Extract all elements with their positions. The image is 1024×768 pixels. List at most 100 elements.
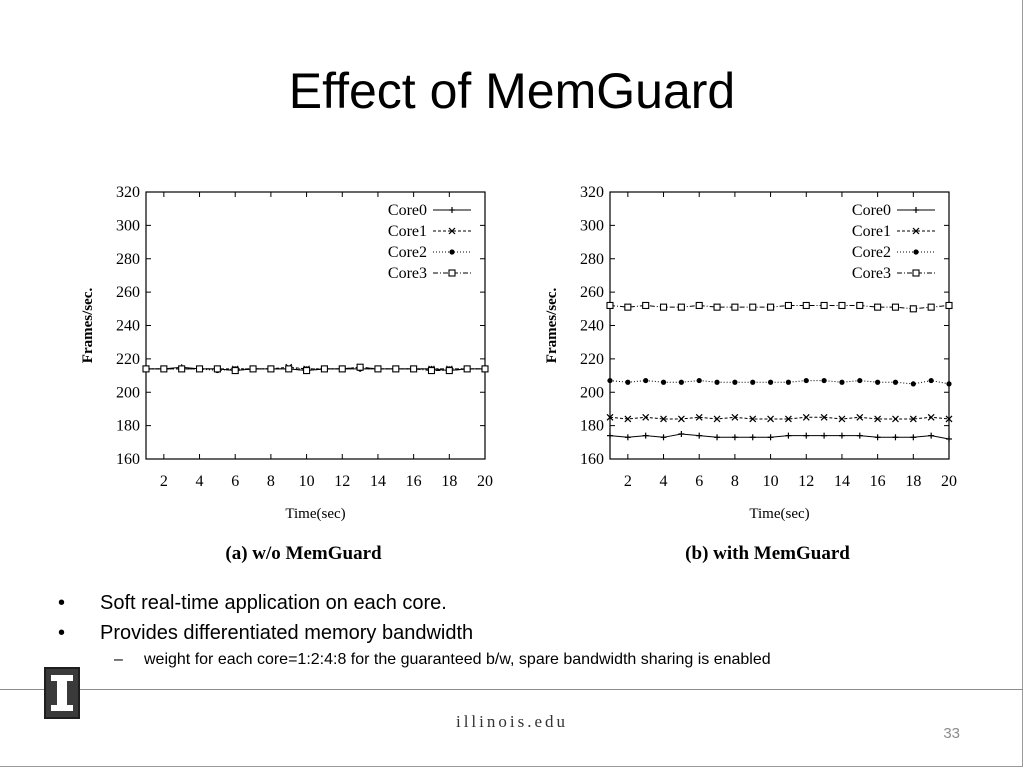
chart-caption: (b) with MemGuard (685, 543, 850, 564)
x-tick-label: 12 (334, 473, 350, 490)
legend-label: Core1 (388, 223, 427, 240)
x-tick-label: 6 (231, 473, 239, 490)
data-point-core3 (802, 301, 810, 310)
x-axis-label: Time(sec) (285, 506, 345, 522)
data-point-core2 (678, 379, 684, 385)
data-point-core0 (910, 434, 917, 441)
x-tick-label: 4 (196, 473, 204, 490)
data-point-core0 (946, 435, 952, 442)
x-tick-label: 10 (763, 473, 779, 490)
data-point-core3 (695, 301, 703, 310)
data-point-core3 (481, 365, 489, 373)
data-point-core3 (410, 365, 418, 373)
bullet-symbol: • (58, 592, 66, 614)
x-tick-label: 6 (695, 473, 703, 490)
legend-label: Core0 (388, 202, 427, 219)
legend-label: Core2 (388, 244, 427, 261)
x-tick-label: 16 (406, 473, 422, 490)
data-point-core1 (820, 413, 828, 421)
data-point-core0 (821, 432, 828, 439)
data-point-core1 (749, 415, 757, 423)
y-tick-label: 280 (116, 251, 140, 268)
illinois-block-i-logo-icon (44, 667, 80, 719)
plot-frame (145, 191, 486, 460)
x-tick-label: 10 (299, 473, 315, 490)
series-line-core1 (609, 416, 950, 420)
x-tick-label: 4 (660, 473, 668, 490)
data-point-core2 (732, 379, 738, 385)
legend-marker (448, 227, 456, 235)
legend-label: Core2 (852, 244, 891, 261)
data-point-core2 (767, 379, 774, 385)
bullet-text: Provides differentiated memory bandwidth (100, 622, 474, 644)
data-point-core3 (713, 303, 721, 311)
data-point-core3 (659, 303, 668, 311)
footer-divider (0, 689, 1023, 690)
y-tick-label: 300 (580, 217, 604, 234)
data-point-core3 (463, 365, 471, 373)
data-point-core3 (303, 367, 311, 375)
bullet-list: • Soft real-time application on each cor… (58, 588, 771, 672)
bullet-item: • Soft real-time application on each cor… (58, 588, 771, 618)
x-tick-label: 18 (441, 473, 457, 490)
data-point-core3 (338, 365, 346, 373)
data-point-core2 (946, 381, 952, 387)
x-tick-label: 8 (267, 473, 275, 490)
legend-marker (449, 207, 455, 213)
y-tick-label: 220 (580, 351, 604, 368)
data-point-core0 (607, 432, 613, 439)
data-point-core3 (392, 365, 400, 373)
y-tick-label: 180 (116, 418, 140, 435)
y-axis-label: Frames/sec. (544, 288, 560, 364)
data-point-core0 (696, 432, 703, 439)
chart-with-memguard: 160 180 200 220 240 260 280 300 320 2 4 6 8 10 12 14 16 1… (534, 178, 1004, 578)
data-point-core1 (642, 413, 650, 421)
legend-label: Core0 (852, 202, 891, 219)
y-tick-label: 160 (116, 451, 140, 468)
chart-without-memguard: 160 180 200 220 240 260 280 300 320 2 4 6 8 10 12 14 16 1… (70, 178, 540, 578)
data-point-core2 (785, 379, 792, 385)
data-point-core3 (267, 365, 275, 373)
data-point-core1 (624, 415, 632, 423)
data-point-core2 (643, 377, 649, 384)
data-point-core3 (285, 365, 293, 373)
y-tick-label: 240 (116, 318, 140, 335)
x-tick-label: 18 (905, 473, 921, 490)
chart-svg-a: 160 180 200 220 240 260 280 300 320 2 4 6 8 10 12 14 16 1… (80, 184, 493, 564)
data-point-core0 (714, 434, 721, 441)
x-tick-label: 2 (160, 473, 168, 490)
data-point-core1 (874, 415, 882, 423)
data-point-core0 (856, 432, 863, 439)
y-tick-label: 320 (116, 184, 140, 201)
y-tick-label: 280 (580, 251, 604, 268)
legend-label: Core1 (852, 223, 891, 240)
data-point-core3 (249, 365, 257, 373)
data-point-core3 (142, 365, 150, 373)
data-point-core0 (785, 432, 792, 439)
y-tick-label: 320 (580, 184, 604, 201)
x-tick-label: 2 (624, 473, 632, 490)
data-point-core0 (642, 432, 649, 439)
data-point-core0 (749, 434, 756, 441)
data-point-core3 (927, 303, 935, 311)
chart-svg-b: 160 180 200 220 240 260 280 300 320 2 4 6 8 10 12 14 16 1… (544, 184, 957, 564)
legend-marker (449, 249, 455, 255)
data-point-core3 (749, 303, 757, 311)
data-point-core0 (678, 430, 685, 437)
x-tick-label: 20 (941, 473, 957, 490)
y-axis-label: Frames/sec. (80, 288, 96, 364)
data-point-core1 (695, 413, 703, 421)
data-point-core3 (320, 365, 328, 373)
y-tick-label: 220 (116, 351, 140, 368)
data-point-core3 (231, 367, 239, 375)
sub-bullet-text: weight for each core=1:2:4:8 for the gua… (144, 651, 771, 668)
data-point-core3 (178, 365, 186, 373)
data-point-core3 (677, 303, 685, 311)
y-tick-label: 300 (116, 217, 140, 234)
sub-bullet-symbol: – (114, 651, 123, 668)
data-point-core2 (607, 377, 613, 384)
y-tick-label: 200 (580, 384, 604, 401)
sub-bullet-item: – weight for each core=1:2:4:8 for the g… (58, 648, 771, 672)
data-point-core3 (427, 367, 436, 375)
